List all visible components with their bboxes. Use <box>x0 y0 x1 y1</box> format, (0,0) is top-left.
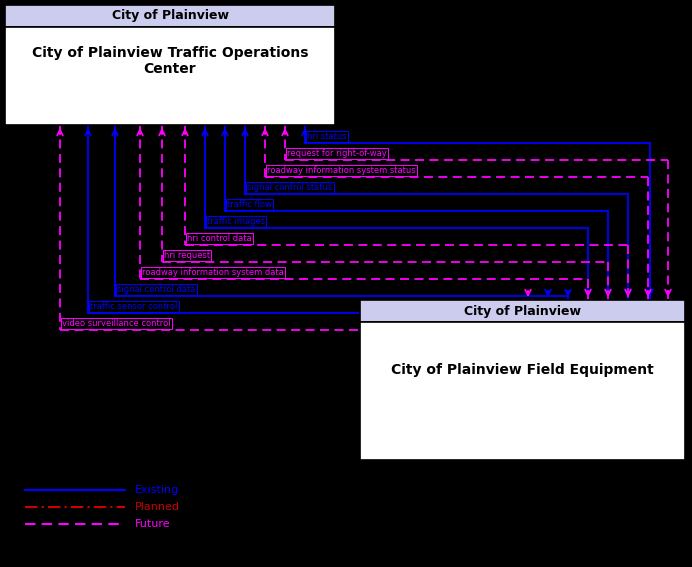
Bar <box>5 5 335 27</box>
Text: Future: Future <box>135 519 171 529</box>
Text: video surveillance control: video surveillance control <box>62 319 171 328</box>
Text: signal control status: signal control status <box>247 183 332 192</box>
Text: traffic flow: traffic flow <box>227 200 272 209</box>
Bar <box>360 300 685 322</box>
Text: roadway information system data: roadway information system data <box>142 268 284 277</box>
Text: traffic sensor control: traffic sensor control <box>90 302 177 311</box>
Text: City of Plainview Traffic Operations
Center: City of Plainview Traffic Operations Cen… <box>32 46 308 77</box>
Text: request for right-of-way: request for right-of-way <box>287 149 387 158</box>
Text: Planned: Planned <box>135 502 180 512</box>
Bar <box>5 27 335 125</box>
Bar <box>360 322 685 460</box>
Text: City of Plainview: City of Plainview <box>111 10 228 23</box>
Text: hri control data: hri control data <box>187 234 252 243</box>
Text: signal control data: signal control data <box>117 285 195 294</box>
Text: Existing: Existing <box>135 485 179 495</box>
Text: City of Plainview Field Equipment: City of Plainview Field Equipment <box>391 363 654 377</box>
Text: City of Plainview: City of Plainview <box>464 304 581 318</box>
Text: hri request: hri request <box>164 251 210 260</box>
Text: hri status: hri status <box>307 132 347 141</box>
Text: traffic images: traffic images <box>207 217 265 226</box>
Text: roadway information system status: roadway information system status <box>267 166 416 175</box>
